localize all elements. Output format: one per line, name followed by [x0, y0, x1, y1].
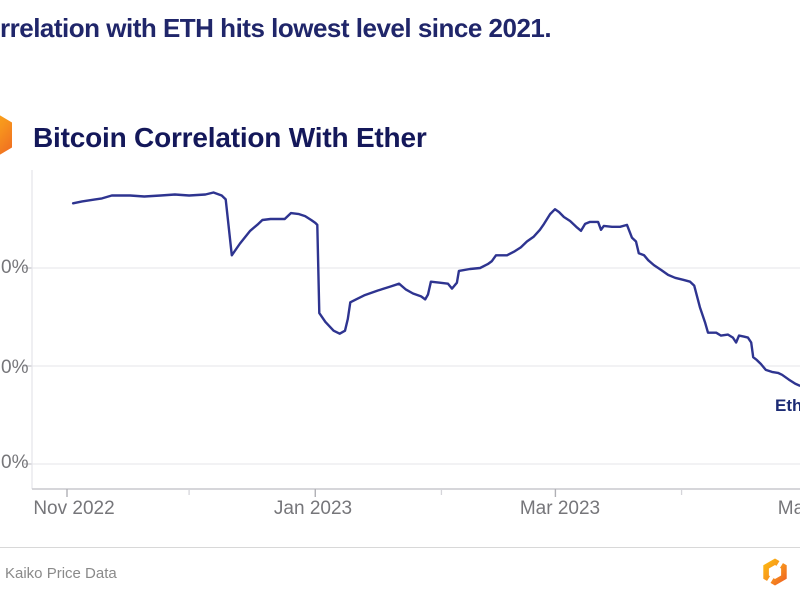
headline: rrelation with ETH hits lowest level sin…	[0, 13, 552, 43]
x-tick-label: Jan 2023	[273, 498, 353, 519]
kaiko-logo-partial-icon	[0, 115, 12, 155]
kaiko-logo-icon	[763, 557, 787, 587]
x-tick-label: Nov 2022	[33, 498, 115, 519]
series-label-eth: Eth	[775, 396, 800, 415]
footer: Kaiko Price Data	[0, 547, 800, 600]
y-tick-label: 0%	[1, 357, 29, 378]
chart-title: Bitcoin Correlation With Ether	[33, 122, 427, 153]
data-source-label: Kaiko Price Data	[5, 565, 117, 582]
y-tick-label: 0%	[1, 452, 29, 473]
y-tick-label: 0%	[1, 257, 29, 278]
correlation-line-chart	[24, 170, 800, 497]
x-tick-label: Mar 2023	[519, 498, 601, 519]
x-tick-label: Ma	[777, 498, 800, 519]
